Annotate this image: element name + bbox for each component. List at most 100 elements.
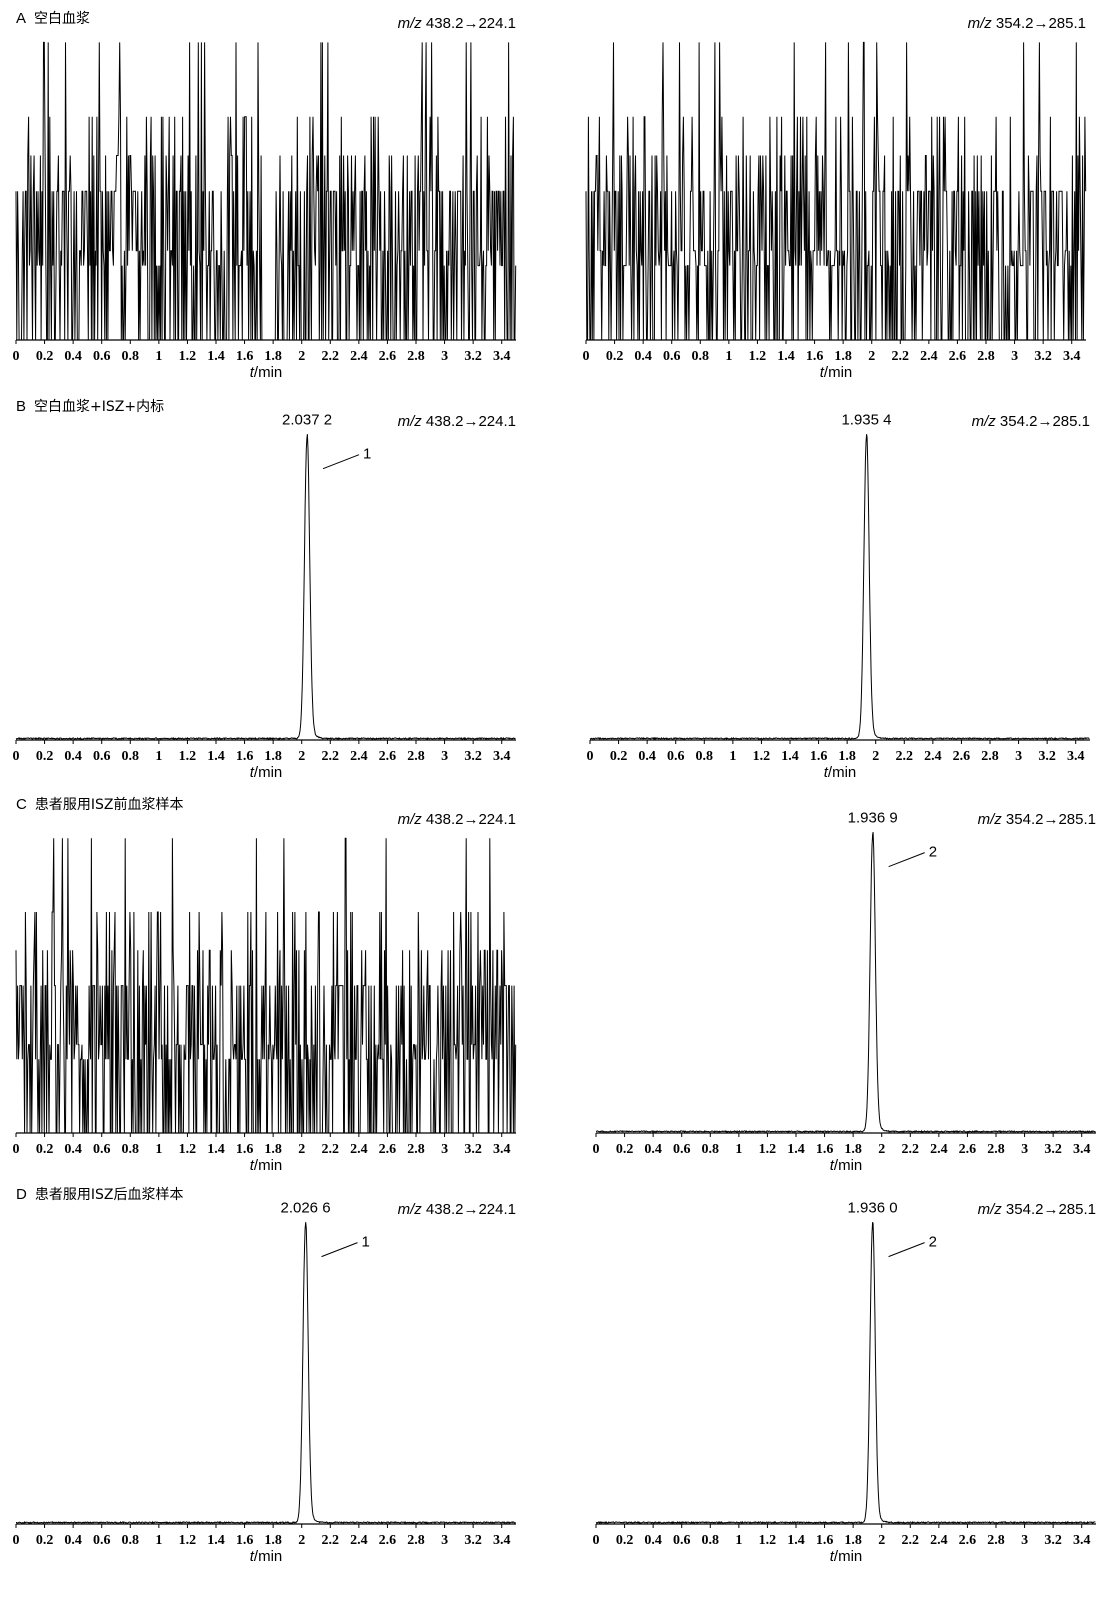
x-tick-label: 1.8 [838, 749, 856, 764]
x-tick-label: 2 [868, 349, 875, 364]
x-tick-label: 3 [1021, 1533, 1028, 1548]
x-tick-label: 3.2 [1034, 349, 1052, 364]
x-tick-label: 0.2 [610, 749, 628, 764]
mz-label: m/z 354.2→285.1 [978, 811, 1096, 828]
panel-label-c: C 患者服用ISZ前血浆样本 [16, 796, 184, 813]
panel-label-a: A 空白血浆 [16, 10, 91, 27]
x-axis-label: t/min [820, 364, 853, 381]
trace-line [15, 434, 516, 741]
x-tick-label: 2.6 [379, 349, 397, 364]
x-tick-label: 1.8 [264, 1142, 282, 1157]
x-tick-label: 3 [1021, 1142, 1028, 1157]
x-tick-label: 0 [13, 349, 20, 364]
x-tick-label: 3.4 [1063, 349, 1081, 364]
chart-d-right: 0 0.2 0.4 0.6 0.8 1 1.2 1.4 1.6 1.8 2 2.2 2.4 2.6 2.8 3… [593, 1200, 1096, 1565]
mz-label: m/z 354.2→285.1 [972, 413, 1090, 430]
x-tick-label: 2.6 [379, 1142, 397, 1157]
x-tick-label: 2.6 [379, 749, 397, 764]
x-tick-label: 0.6 [93, 749, 111, 764]
x-tick-label: 0.8 [122, 1533, 140, 1548]
x-tick-label: 0.4 [64, 349, 82, 364]
chart-d-left: 0 0.2 0.4 0.6 0.8 1 1.2 1.4 1.6 1.8 2 2.2 2.4 2.6 2.8 3… [13, 1200, 516, 1565]
peak-rt-label: 1.936 9 [848, 810, 898, 827]
peak-rt-label: 1.935 4 [841, 412, 891, 429]
x-tick-label: 1.6 [816, 1142, 834, 1157]
x-tick-label: 3.4 [493, 1533, 511, 1548]
x-tick-label: 0.2 [606, 349, 624, 364]
x-tick-label: 2.2 [902, 1142, 920, 1157]
x-tick-label: 1.6 [810, 749, 828, 764]
x-tick-label: 2.8 [987, 1142, 1005, 1157]
peak-rt-label: 2.037 2 [282, 412, 332, 429]
x-tick-label: 1 [155, 1142, 162, 1157]
mz-label: m/z 354.2→285.1 [978, 1201, 1096, 1218]
x-tick-label: 1.4 [207, 1533, 225, 1548]
x-tick-label: 2.6 [959, 1533, 977, 1548]
x-tick-label: 2.6 [379, 1533, 397, 1548]
x-tick-label: 0.8 [702, 1142, 720, 1157]
x-tick-label: 2.2 [896, 749, 914, 764]
x-tick-label: 2.8 [987, 1533, 1005, 1548]
x-tick-label: 1 [735, 1142, 742, 1157]
x-tick-label: 1 [155, 349, 162, 364]
x-tick-label: 1.2 [179, 1142, 197, 1157]
peak-leader-line [888, 1242, 925, 1258]
x-tick-label: 1.6 [816, 1533, 834, 1548]
x-tick-label: 1.4 [787, 1142, 805, 1157]
x-tick-label: 0.8 [122, 1142, 140, 1157]
x-tick-label: 0.8 [696, 749, 714, 764]
x-tick-label: 2.6 [953, 749, 971, 764]
x-tick-label: 2 [878, 1533, 885, 1548]
x-tick-label: 3.2 [1044, 1533, 1062, 1548]
x-tick-label: 0.6 [93, 1533, 111, 1548]
x-tick-label: 2 [878, 1142, 885, 1157]
x-tick-label: 2.4 [920, 349, 938, 364]
x-axis-label: t/min [250, 764, 283, 781]
x-tick-label: 0.8 [122, 349, 140, 364]
mz-label: m/z 438.2→224.1 [398, 413, 516, 430]
x-tick-label: 3.2 [464, 349, 482, 364]
x-tick-label: 2 [298, 1533, 305, 1548]
x-tick-label: 3.4 [493, 1142, 511, 1157]
x-axis-label: t/min [830, 1548, 863, 1565]
peak-leader-line [321, 1242, 358, 1258]
x-tick-label: 1.2 [179, 1533, 197, 1548]
x-tick-label: 3 [441, 1142, 448, 1157]
x-tick-label: 2 [298, 1142, 305, 1157]
x-tick-label: 0.2 [36, 1142, 54, 1157]
x-tick-label: 2.4 [350, 749, 368, 764]
mz-label: m/z 438.2→224.1 [398, 811, 516, 828]
x-tick-label: 1.8 [844, 1142, 862, 1157]
x-tick-label: 0.4 [64, 1142, 82, 1157]
x-tick-label: 2 [298, 749, 305, 764]
x-tick-label: 3.4 [493, 749, 511, 764]
chart-b-left: 0 0.2 0.4 0.6 0.8 1 1.2 1.4 1.6 1.8 2 2.2 2.4 2.6 2.8 3… [13, 412, 516, 781]
trace-line [595, 1222, 1096, 1525]
x-tick-label: 3.2 [1044, 1142, 1062, 1157]
x-tick-label: 2.4 [930, 1533, 948, 1548]
peak-rt-label: 2.026 6 [280, 1200, 330, 1217]
x-tick-label: 1.8 [834, 349, 852, 364]
x-tick-label: 0.6 [93, 349, 111, 364]
x-tick-label: 1.8 [264, 1533, 282, 1548]
x-axis-label: t/min [250, 364, 283, 381]
x-tick-label: 1.4 [207, 1142, 225, 1157]
x-tick-label: 1.4 [781, 749, 799, 764]
x-tick-label: 3.4 [1073, 1142, 1091, 1157]
peak-rt-label: 1.936 0 [848, 1200, 898, 1217]
x-tick-label: 3.4 [493, 349, 511, 364]
x-tick-label: 2.4 [350, 1142, 368, 1157]
x-tick-label: 1 [729, 749, 736, 764]
x-tick-label: 2.2 [902, 1533, 920, 1548]
x-tick-label: 2.2 [892, 349, 910, 364]
x-tick-label: 3.2 [464, 1533, 482, 1548]
x-tick-label: 1 [725, 349, 732, 364]
x-tick-label: 0.6 [673, 1142, 691, 1157]
x-tick-label: 1.4 [207, 749, 225, 764]
peak-id-label: 1 [362, 1234, 370, 1251]
x-tick-label: 2.4 [924, 749, 942, 764]
mz-label: m/z 438.2→224.1 [398, 15, 516, 32]
x-tick-label: 3 [441, 349, 448, 364]
x-tick-label: 2.8 [977, 349, 995, 364]
